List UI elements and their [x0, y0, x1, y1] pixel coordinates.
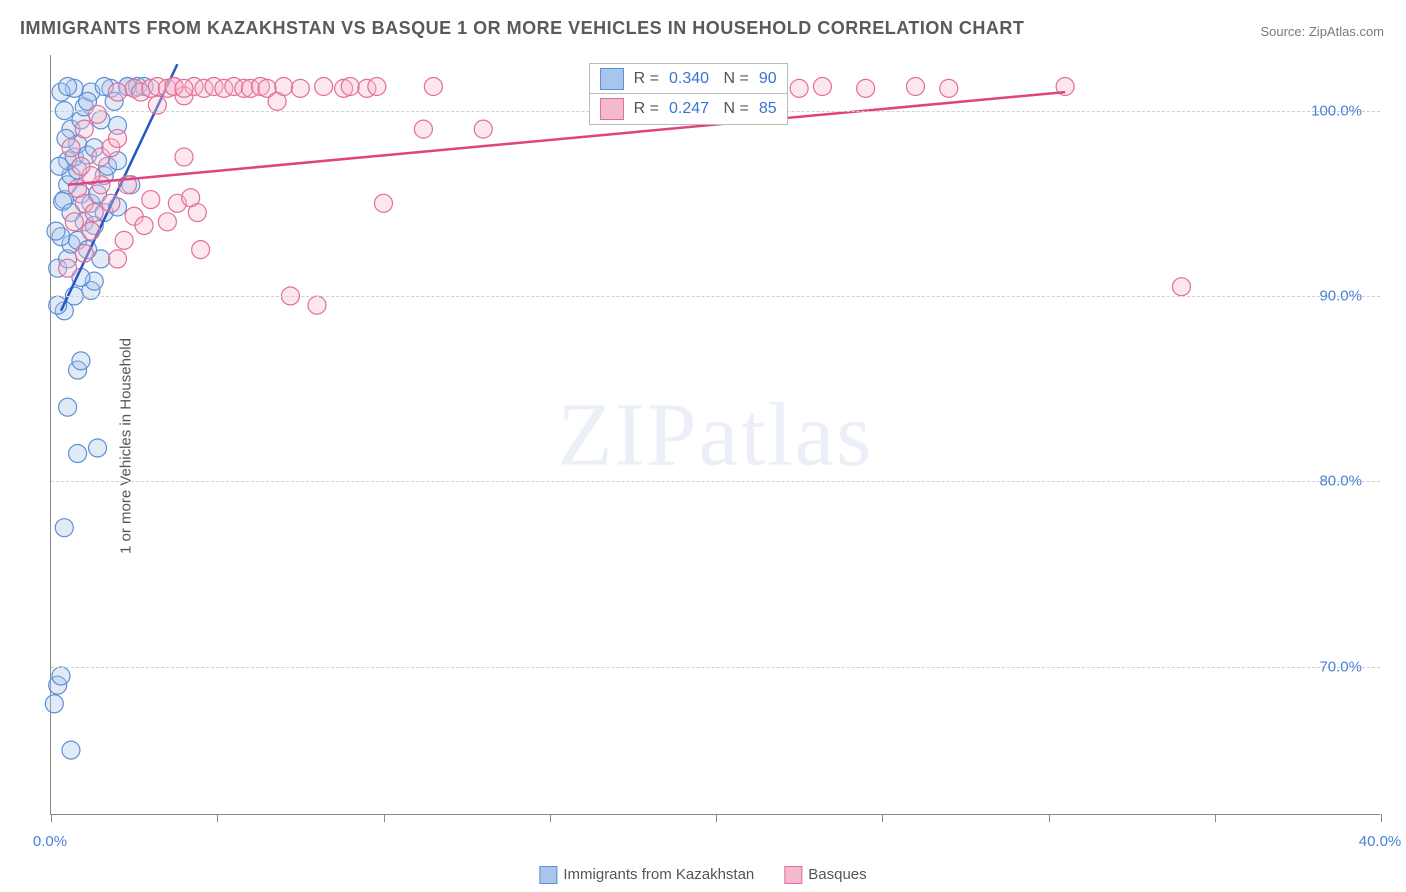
- legend-item: Basques: [784, 866, 866, 884]
- data-point: [182, 189, 200, 207]
- data-point: [1173, 278, 1191, 296]
- data-point: [135, 217, 153, 235]
- legend-swatch-icon: [539, 866, 557, 884]
- data-point: [59, 259, 77, 277]
- stat-n-label: N =: [719, 100, 749, 118]
- x-tick-label: 0.0%: [33, 833, 67, 850]
- legend-swatch-icon: [600, 98, 624, 120]
- stat-n-value: 85: [759, 100, 777, 118]
- x-tick: [1381, 814, 1382, 822]
- data-point: [368, 78, 386, 96]
- data-point: [72, 157, 90, 175]
- data-point: [75, 244, 93, 262]
- data-point: [102, 194, 120, 212]
- data-point: [375, 194, 393, 212]
- x-tick: [1215, 814, 1216, 822]
- data-point: [72, 352, 90, 370]
- data-point: [82, 222, 100, 240]
- data-point: [291, 79, 309, 97]
- data-point: [142, 191, 160, 209]
- data-point: [85, 204, 103, 222]
- data-point: [69, 445, 87, 463]
- legend-swatch-icon: [600, 68, 624, 90]
- data-point: [75, 120, 93, 138]
- y-tick-label: 80.0%: [1319, 473, 1362, 490]
- legend-swatch-icon: [784, 866, 802, 884]
- data-point: [109, 129, 127, 147]
- gridline: [51, 667, 1380, 668]
- data-point: [65, 213, 83, 231]
- stat-n-label: N =: [719, 70, 749, 88]
- data-point: [424, 78, 442, 96]
- legend-label: Basques: [808, 866, 866, 883]
- stat-r-value: 0.247: [669, 100, 709, 118]
- data-point: [115, 231, 133, 249]
- data-point: [59, 78, 77, 96]
- chart-svg: [51, 55, 1380, 814]
- x-tick-label: 40.0%: [1359, 833, 1402, 850]
- data-point: [52, 667, 70, 685]
- data-point: [89, 105, 107, 123]
- legend-label: Immigrants from Kazakhstan: [563, 866, 754, 883]
- stat-r-label: R =: [634, 70, 659, 88]
- y-tick-label: 90.0%: [1319, 287, 1362, 304]
- gridline: [51, 296, 1380, 297]
- data-point: [45, 695, 63, 713]
- stat-box: R = 0.247 N = 85: [589, 93, 788, 125]
- data-point: [62, 741, 80, 759]
- data-point: [59, 398, 77, 416]
- stat-box: R = 0.340 N = 90: [589, 63, 788, 95]
- data-point: [62, 139, 80, 157]
- data-point: [341, 78, 359, 96]
- data-point: [192, 241, 210, 259]
- source-attribution: Source: ZipAtlas.com: [1260, 24, 1384, 39]
- y-tick-label: 70.0%: [1319, 658, 1362, 675]
- data-point: [175, 79, 193, 97]
- data-point: [89, 439, 107, 457]
- data-point: [315, 78, 333, 96]
- data-point: [47, 222, 65, 240]
- gridline: [51, 481, 1380, 482]
- stat-r-value: 0.340: [669, 70, 709, 88]
- data-point: [414, 120, 432, 138]
- data-point: [109, 250, 127, 268]
- data-point: [275, 78, 293, 96]
- data-point: [50, 157, 68, 175]
- data-point: [940, 79, 958, 97]
- x-tick: [882, 814, 883, 822]
- data-point: [857, 79, 875, 97]
- data-point: [55, 519, 73, 537]
- data-point: [813, 78, 831, 96]
- chart-title: IMMIGRANTS FROM KAZAKHSTAN VS BASQUE 1 O…: [20, 18, 1024, 39]
- data-point: [158, 213, 176, 231]
- x-tick: [384, 814, 385, 822]
- data-point: [790, 79, 808, 97]
- data-point: [474, 120, 492, 138]
- y-tick-label: 100.0%: [1311, 102, 1362, 119]
- data-point: [175, 148, 193, 166]
- data-point: [907, 78, 925, 96]
- data-point: [109, 83, 127, 101]
- x-tick: [716, 814, 717, 822]
- plot-area: ZIPatlas 70.0%80.0%90.0%100.0%: [50, 55, 1380, 815]
- x-tick: [51, 814, 52, 822]
- x-tick: [1049, 814, 1050, 822]
- stat-n-value: 90: [759, 70, 777, 88]
- legend-item: Immigrants from Kazakhstan: [539, 866, 754, 884]
- stat-r-label: R =: [634, 100, 659, 118]
- data-point: [308, 296, 326, 314]
- legend-bottom: Immigrants from Kazakhstan Basques: [539, 866, 866, 884]
- trend-line: [68, 92, 1066, 185]
- x-tick: [550, 814, 551, 822]
- x-tick: [217, 814, 218, 822]
